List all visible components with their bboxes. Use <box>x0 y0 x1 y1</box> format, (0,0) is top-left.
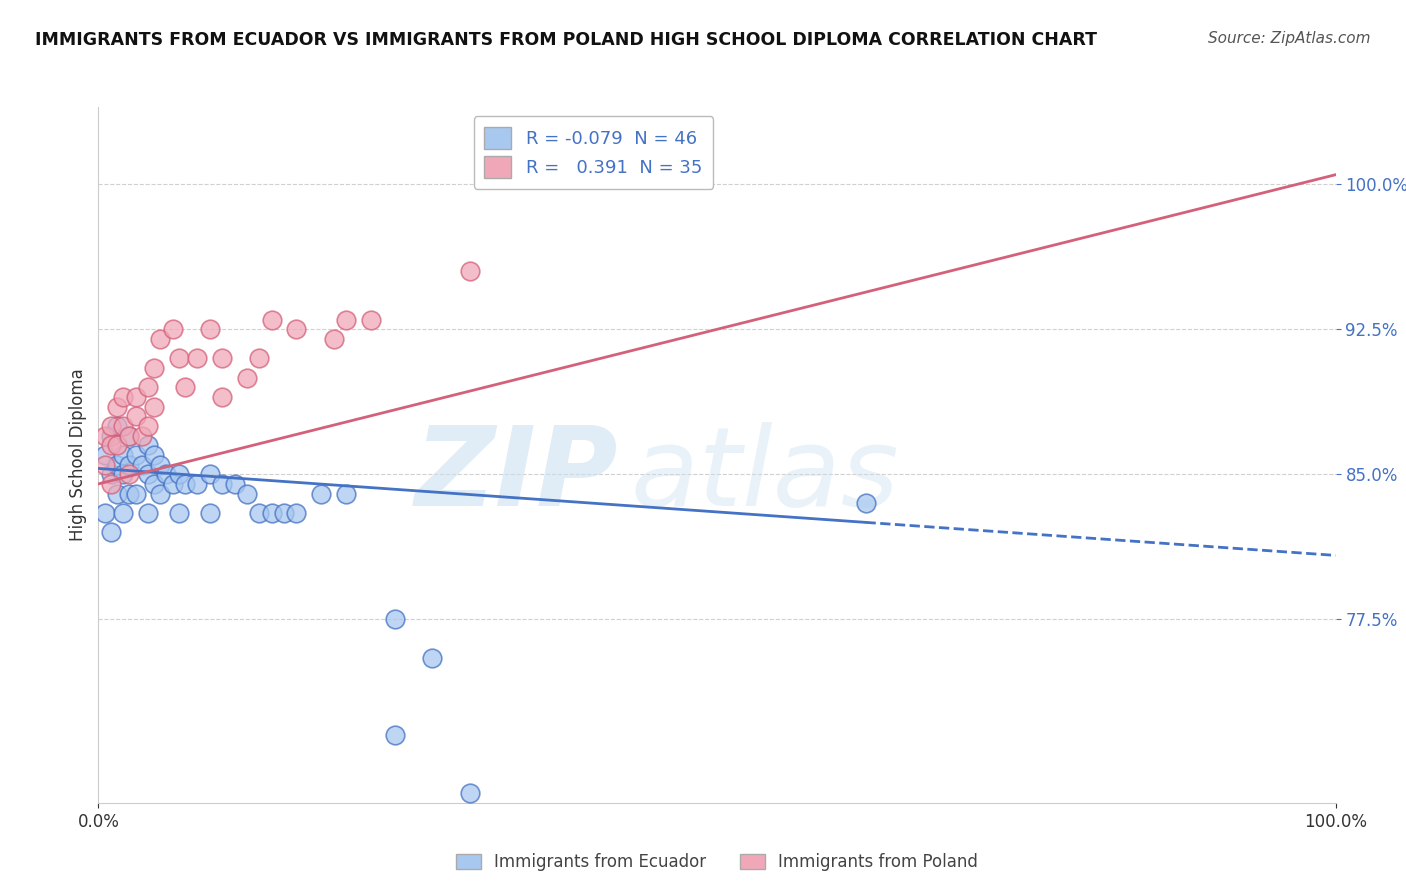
Point <box>100 428 122 442</box>
Point <box>384 728 406 742</box>
Point <box>335 486 357 500</box>
Text: Source: ZipAtlas.com: Source: ZipAtlas.com <box>1208 31 1371 46</box>
Point <box>211 477 233 491</box>
Point <box>186 477 208 491</box>
Point <box>236 486 259 500</box>
Point <box>167 467 190 482</box>
Text: atlas: atlas <box>630 422 898 529</box>
Point <box>335 312 357 326</box>
Point <box>309 486 332 500</box>
Point <box>118 458 141 472</box>
Point <box>384 612 406 626</box>
Point <box>143 477 166 491</box>
Point <box>93 448 115 462</box>
Point <box>118 467 141 482</box>
Point <box>118 486 141 500</box>
Point <box>105 486 128 500</box>
Point <box>136 506 159 520</box>
Point <box>149 486 172 500</box>
Point <box>112 419 135 434</box>
Point <box>93 506 115 520</box>
Point <box>143 448 166 462</box>
Point <box>198 322 221 336</box>
Point <box>100 419 122 434</box>
Point <box>105 419 128 434</box>
Point <box>162 477 184 491</box>
Point <box>105 458 128 472</box>
Point <box>458 264 481 278</box>
Point <box>105 400 128 414</box>
Point <box>211 351 233 366</box>
Point <box>247 506 270 520</box>
Point <box>260 312 283 326</box>
Point <box>131 428 153 442</box>
Point <box>118 428 141 442</box>
Point <box>100 438 122 452</box>
Point <box>118 428 141 442</box>
Point <box>155 467 177 482</box>
Point <box>105 438 128 452</box>
Point <box>124 448 146 462</box>
Point <box>236 370 259 384</box>
Point <box>100 525 122 540</box>
Point <box>136 467 159 482</box>
Legend: Immigrants from Ecuador, Immigrants from Poland: Immigrants from Ecuador, Immigrants from… <box>450 847 984 878</box>
Point <box>224 477 246 491</box>
Point <box>136 438 159 452</box>
Point <box>260 506 283 520</box>
Text: ZIP: ZIP <box>415 422 619 529</box>
Point <box>136 380 159 394</box>
Point <box>855 496 877 510</box>
Point <box>112 448 135 462</box>
Y-axis label: High School Diploma: High School Diploma <box>69 368 87 541</box>
Point <box>100 477 122 491</box>
Point <box>149 332 172 346</box>
Point <box>143 361 166 376</box>
Point <box>100 467 122 482</box>
Point <box>167 506 190 520</box>
Point <box>174 380 197 394</box>
Point <box>112 390 135 404</box>
Point <box>124 409 146 424</box>
Point <box>360 312 382 326</box>
Point <box>124 390 146 404</box>
Point <box>186 351 208 366</box>
Point <box>149 458 172 472</box>
Point <box>162 322 184 336</box>
Point <box>285 322 308 336</box>
Point <box>124 486 146 500</box>
Point <box>143 400 166 414</box>
Point <box>93 458 115 472</box>
Point <box>198 506 221 520</box>
Point <box>174 477 197 491</box>
Point <box>273 506 295 520</box>
Point <box>93 428 115 442</box>
Point <box>112 506 135 520</box>
Point <box>322 332 344 346</box>
Point <box>112 467 135 482</box>
Point <box>136 419 159 434</box>
Point <box>422 651 444 665</box>
Point <box>131 458 153 472</box>
Point <box>285 506 308 520</box>
Point <box>167 351 190 366</box>
Point <box>211 390 233 404</box>
Point <box>458 786 481 800</box>
Text: IMMIGRANTS FROM ECUADOR VS IMMIGRANTS FROM POLAND HIGH SCHOOL DIPLOMA CORRELATIO: IMMIGRANTS FROM ECUADOR VS IMMIGRANTS FR… <box>35 31 1097 49</box>
Point <box>247 351 270 366</box>
Point <box>198 467 221 482</box>
